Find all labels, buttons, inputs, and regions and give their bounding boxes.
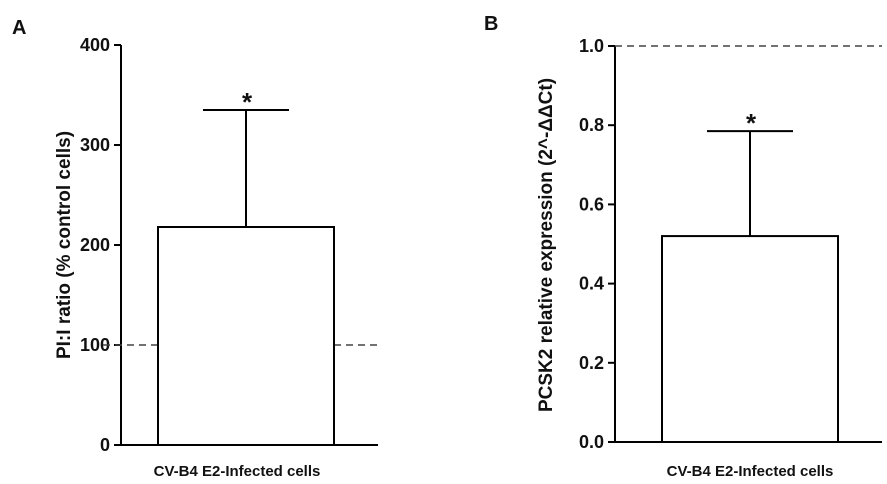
y-tick-label: 100 [80,335,110,355]
y-tick-label: 0 [100,435,110,455]
bar [157,226,335,446]
panel-b-y-axis-label: PCSK2 relative expression (2^-ΔΔCt) [536,78,557,412]
y-tick-label: 400 [80,35,110,55]
y-tick-label: 0.0 [579,432,604,452]
panel-b: B PCSK2 relative expression (2^-ΔΔCt) CV… [484,13,882,480]
panel-a-y-axis-label: PI:I ratio (% control cells) [54,131,75,359]
panel-a: A PI:I ratio (% control cells) CV-B4 E2-… [12,17,378,480]
panel-b-x-axis-label: CV-B4 E2-Infected cells [667,463,834,480]
significance-marker: * [746,108,757,138]
y-tick-label: 0.8 [579,115,604,135]
y-tick-label: 200 [80,235,110,255]
bar [661,235,839,443]
y-tick-label: 300 [80,135,110,155]
panel-a-x-axis-label: CV-B4 E2-Infected cells [154,463,321,480]
y-tick-label: 1.0 [579,36,604,56]
y-tick-label: 0.6 [579,194,604,214]
y-tick-label: 0.2 [579,353,604,373]
panel-a-letter: A [12,17,26,39]
panel-b-letter: B [484,13,498,35]
y-tick-label: 0.4 [579,274,604,294]
significance-marker: * [242,87,253,117]
